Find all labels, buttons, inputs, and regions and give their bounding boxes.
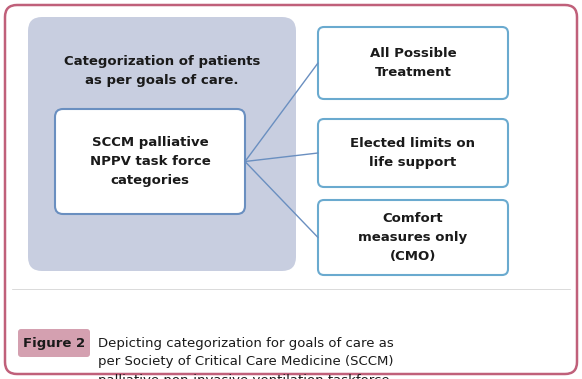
Text: SCCM palliative
NPPV task force
categories: SCCM palliative NPPV task force categori…: [90, 136, 210, 187]
Text: All Possible
Treatment: All Possible Treatment: [370, 47, 456, 79]
Text: Categorization of patients
as per goals of care.: Categorization of patients as per goals …: [64, 55, 260, 87]
FancyBboxPatch shape: [318, 119, 508, 187]
Text: Elected limits on
life support: Elected limits on life support: [350, 137, 475, 169]
Text: Comfort
measures only
(CMO): Comfort measures only (CMO): [359, 212, 467, 263]
FancyBboxPatch shape: [28, 17, 296, 271]
Text: Figure 2: Figure 2: [23, 337, 85, 349]
FancyBboxPatch shape: [318, 27, 508, 99]
FancyBboxPatch shape: [318, 200, 508, 275]
FancyBboxPatch shape: [55, 109, 245, 214]
Text: Depicting categorization for goals of care as
per Society of Critical Care Medic: Depicting categorization for goals of ca…: [98, 337, 394, 379]
FancyBboxPatch shape: [5, 5, 577, 374]
FancyBboxPatch shape: [18, 329, 90, 357]
